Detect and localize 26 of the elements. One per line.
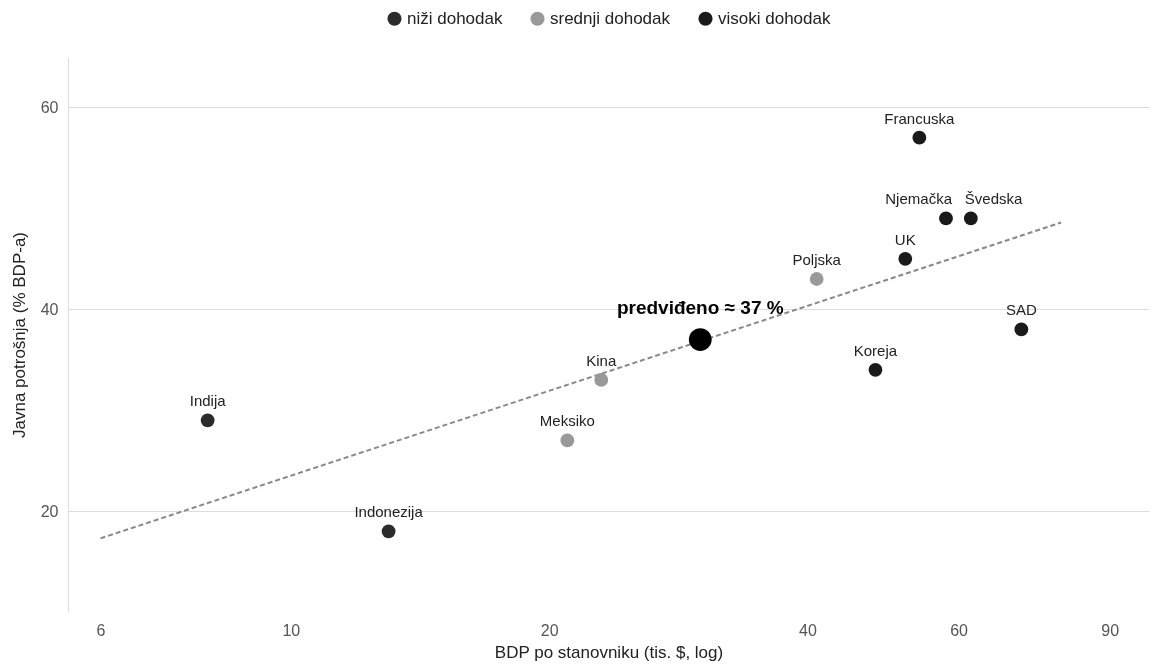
- x-axis-title: BDP po stanovniku (tis. $, log): [494, 642, 724, 662]
- x-tick-label: 60: [950, 621, 969, 639]
- data-label: Indonezija: [354, 503, 424, 521]
- x-tick-label: 20: [540, 621, 559, 639]
- x-tick-label: 90: [1101, 621, 1120, 639]
- data-label: Francuska: [884, 109, 956, 127]
- legend-label: niži dohodak: [407, 8, 503, 28]
- data-label: SAD: [1005, 301, 1037, 319]
- legend-label: visoki dohodak: [718, 8, 831, 28]
- x-tick-label: 40: [799, 621, 817, 639]
- x-tick-label: 6: [96, 621, 106, 639]
- data-label: Koreja: [853, 341, 898, 359]
- data-label: Švedska: [964, 190, 1024, 208]
- legend-label: srednji dohodak: [550, 8, 671, 28]
- y-tick-label: 40: [40, 300, 59, 318]
- y-tick-label: 20: [40, 502, 59, 520]
- data-label: Meksiko: [539, 412, 595, 430]
- data-label: Njemačka: [885, 190, 953, 208]
- data-label: Kina: [586, 351, 617, 369]
- x-tick-label: 10: [282, 621, 301, 639]
- y-axis-title: Javna potrošnja (% BDP-a): [9, 232, 29, 438]
- data-label: Indija: [189, 392, 227, 410]
- y-tick-label: 60: [40, 98, 59, 116]
- data-label: Poljska: [792, 251, 842, 268]
- data-label: UK: [894, 230, 916, 248]
- annotation: predviđeno ≈ 37 %: [616, 296, 784, 318]
